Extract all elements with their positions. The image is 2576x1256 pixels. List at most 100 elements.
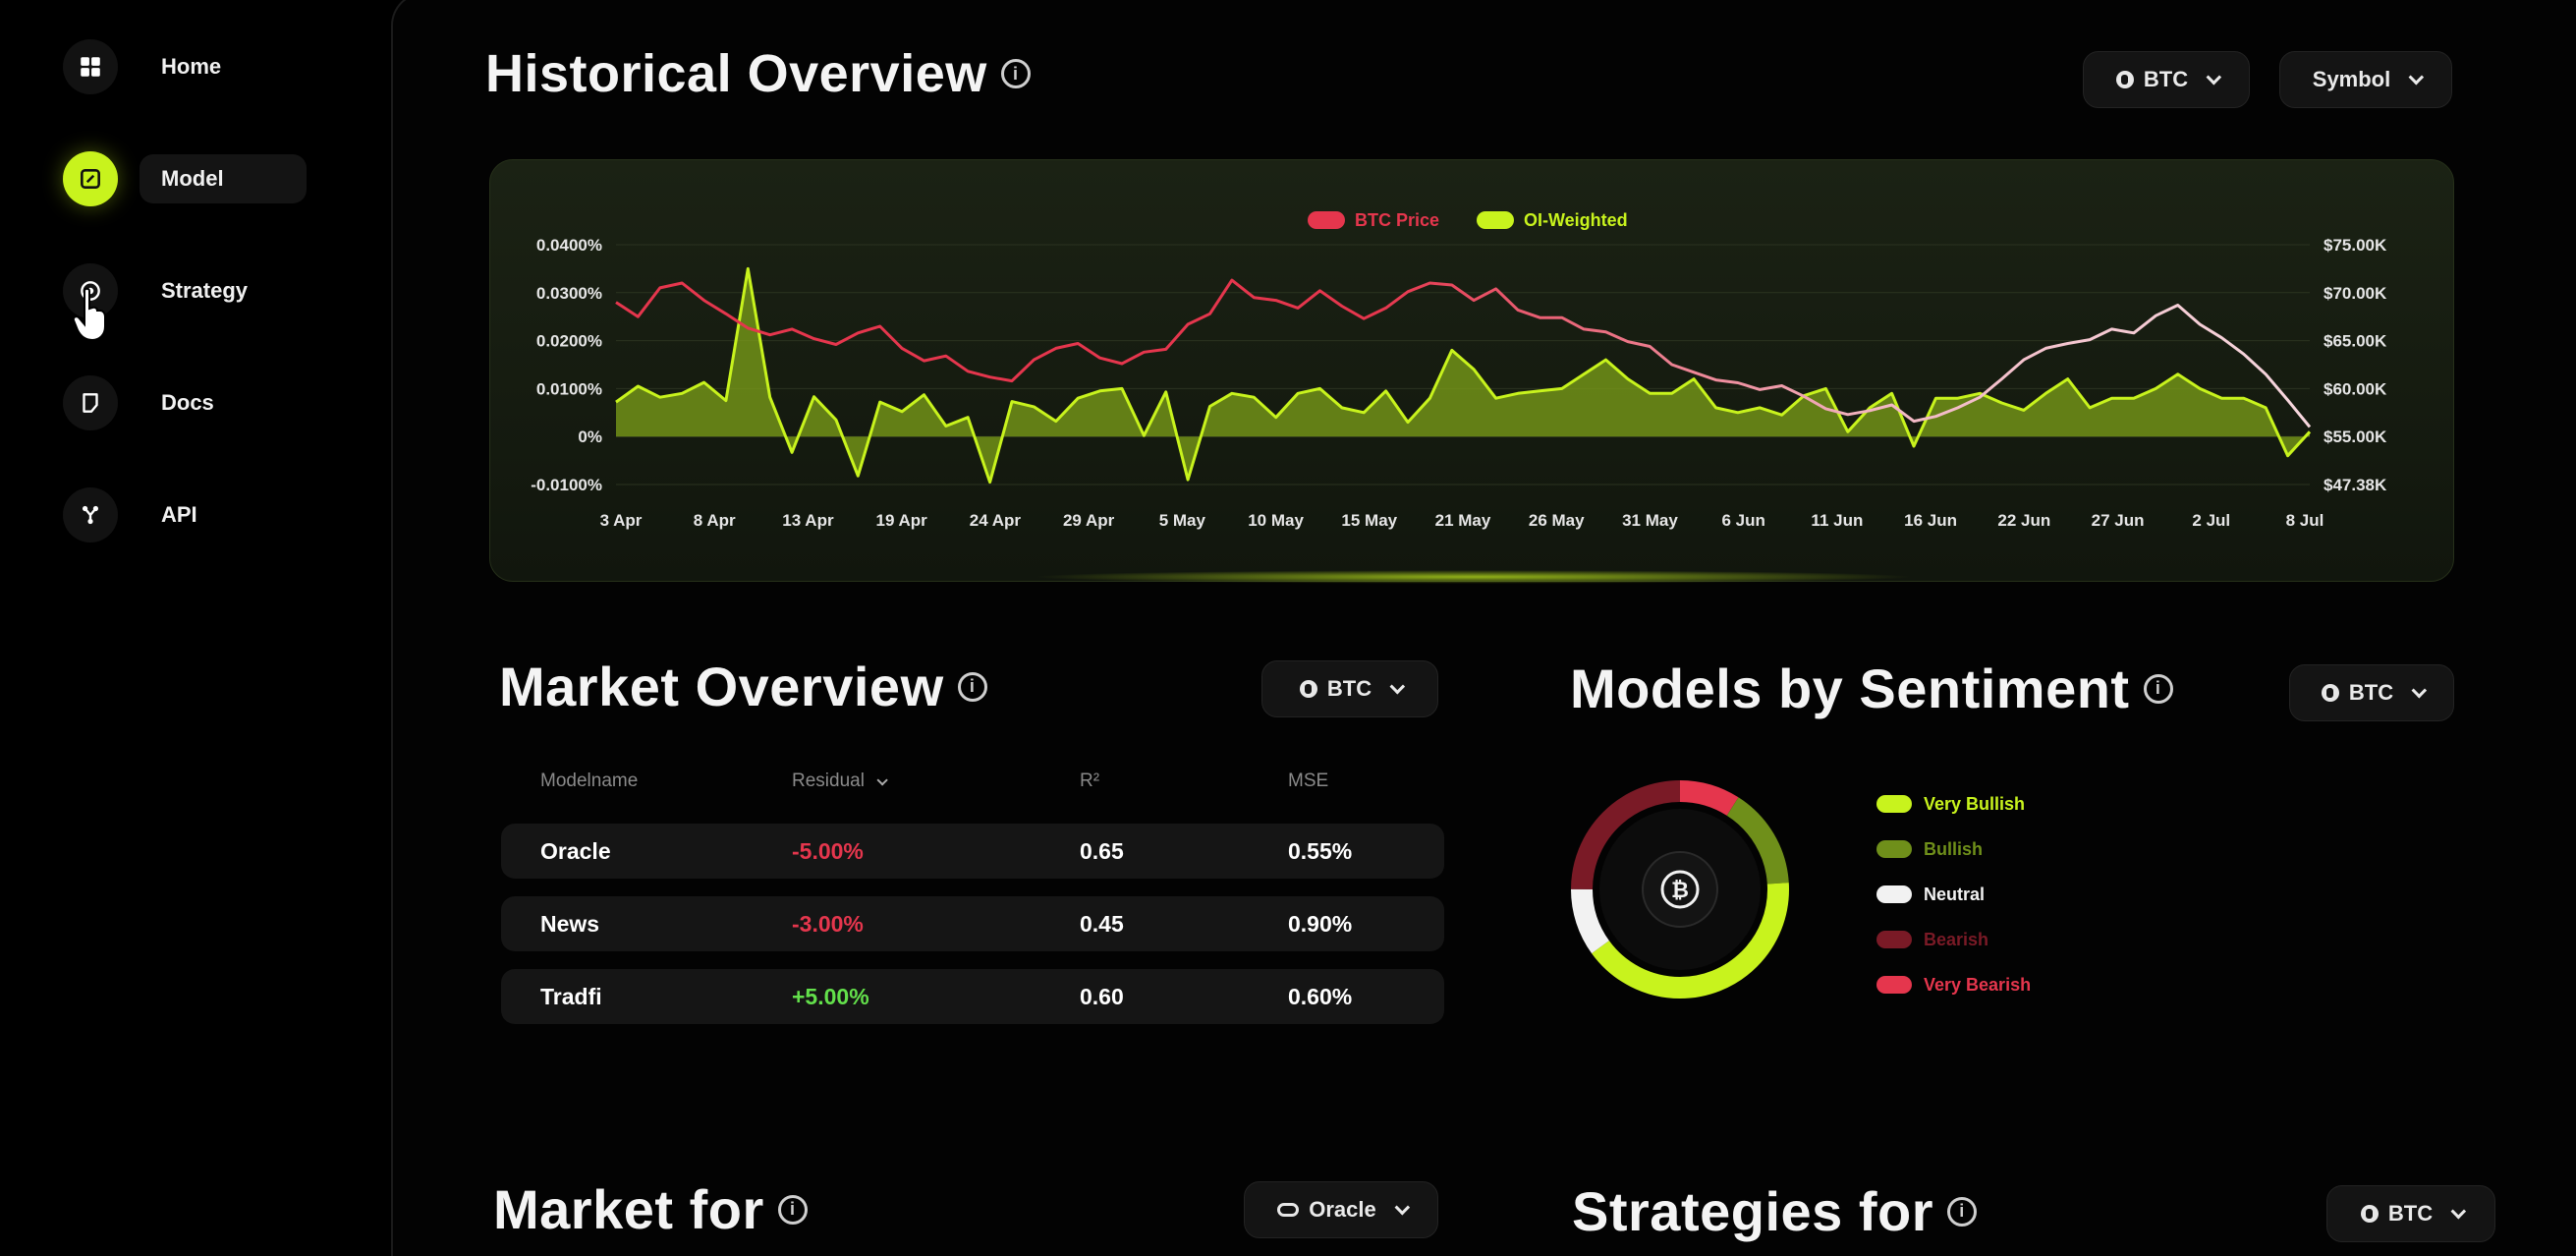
x-tick-label: 22 Jun [1997, 511, 2050, 530]
info-icon[interactable]: i [777, 1194, 808, 1225]
chevron-down-icon [1389, 678, 1406, 694]
legend-label: Bearish [1924, 929, 1989, 949]
legend-label: Neutral [1924, 884, 1986, 904]
dropdown-value: BTC [2348, 680, 2394, 705]
legend-label: Bullish [1924, 838, 1984, 859]
y-left-tick-label: 0.0300% [536, 284, 602, 303]
info-icon[interactable]: i [1000, 59, 1031, 88]
strategies-for-title: Strategies for i [1572, 1179, 1977, 1243]
sidebar: Home Model Strategy Docs API [0, 0, 393, 1256]
info-icon[interactable]: i [2143, 673, 2173, 704]
x-tick-label: 2 Jul [2192, 511, 2230, 530]
section-title-text: Historical Overview [485, 44, 987, 103]
hand-cursor-icon [72, 287, 106, 342]
sidebar-item-docs[interactable]: Docs [63, 373, 214, 432]
y-right-tick-label: $70.00K [2324, 284, 2387, 303]
donut-segment-neutral[interactable] [1571, 780, 1789, 999]
y-left-tick-label: 0% [578, 428, 602, 446]
x-tick-label: 24 Apr [970, 511, 1022, 530]
dropdown-value: Symbol [2312, 67, 2391, 91]
market-overview-title: Market Overview i [499, 655, 987, 718]
sentiment-legend: Very Bullish Bullish Neutral Bearish Very Be… [1876, 781, 2031, 1007]
x-tick-label: 11 Jun [1811, 511, 1863, 530]
symbol-dropdown[interactable]: Symbol [2279, 51, 2452, 108]
legend-label: Very Bearish [1924, 974, 2032, 995]
x-tick-label: 29 Apr [1063, 511, 1115, 530]
column-header-residual[interactable]: Residual [792, 771, 1080, 792]
historical-overview-title: Historical Overview i [485, 43, 1031, 104]
market-for-model-dropdown[interactable]: Oracle [1244, 1181, 1438, 1238]
cell-r2: 0.65 [1080, 837, 1124, 864]
section-title-text: Market for [493, 1178, 764, 1240]
y-left-tick-label: -0.0100% [531, 476, 602, 494]
dropdown-value: BTC [1326, 676, 1372, 701]
column-header-label: Residual [792, 771, 865, 791]
legend-swatch [1876, 795, 1912, 813]
y-right-tick-label: $47.38K [2324, 476, 2387, 494]
x-tick-label: 8 Apr [694, 511, 736, 530]
y-left-tick-label: 0.0100% [536, 379, 602, 398]
cell-mse: 0.90% [1288, 910, 1353, 937]
sentiment-asset-dropdown[interactable]: BTC [2289, 664, 2454, 721]
table-header: Modelname Residual R² MSE [501, 757, 1444, 806]
legend-item[interactable]: Neutral [1876, 872, 2031, 917]
section-title-text: Models by Sentiment [1570, 657, 2130, 719]
column-header-modelname[interactable]: Modelname [540, 771, 639, 791]
legend-label: BTC Price [1355, 210, 1439, 230]
coin-icon [2115, 71, 2134, 88]
chevron-down-icon [2408, 69, 2425, 85]
legend-swatch [1876, 931, 1912, 948]
legend-swatch [1308, 211, 1345, 229]
sidebar-item-label: Model [140, 154, 307, 203]
docs-icon [63, 375, 118, 430]
info-icon[interactable]: i [957, 671, 987, 702]
cell-r2: 0.45 [1080, 910, 1124, 937]
x-tick-label: 8 Jul [2286, 511, 2324, 530]
legend-swatch [1876, 840, 1912, 858]
y-right-tick-label: $65.00K [2324, 332, 2387, 351]
oi-weighted-area [616, 268, 2310, 483]
x-tick-label: 21 May [1435, 511, 1491, 530]
historical-chart[interactable]: 0.0400% 0.0300% 0.0200% 0.0100% 0% -0.0100% $7… [490, 160, 2455, 583]
column-header-mse[interactable]: MSE [1288, 771, 1329, 791]
cell-residual: +5.00% [792, 983, 869, 1009]
legend-item[interactable]: Bullish [1876, 827, 2031, 872]
table-row[interactable]: Tradfi +5.00% 0.60 0.60% [501, 969, 1444, 1024]
coin-icon [1299, 680, 1317, 698]
x-tick-label: 16 Jun [1904, 511, 1957, 530]
chevron-down-icon [2411, 682, 2428, 698]
cell-modelname: Tradfi [540, 983, 602, 1009]
oracle-icon [1277, 1203, 1300, 1217]
sentiment-donut-chart[interactable]: ₿ [1562, 771, 1798, 1007]
legend-item[interactable]: Bearish [1876, 917, 2031, 962]
historical-asset-dropdown[interactable]: BTC [2083, 51, 2250, 108]
sidebar-item-model[interactable]: Model [63, 149, 307, 208]
donut-segment-very-bearish[interactable] [1571, 780, 1789, 999]
sidebar-item-home[interactable]: Home [63, 37, 221, 96]
legend-item[interactable]: Very Bullish [1876, 781, 2031, 827]
x-tick-label: 26 May [1529, 511, 1585, 530]
chevron-down-icon [2206, 69, 2222, 85]
y-right-tick-label: $75.00K [2324, 236, 2387, 255]
dropdown-value: BTC [2387, 1201, 2434, 1226]
strategies-asset-dropdown[interactable]: BTC [2326, 1185, 2495, 1242]
x-tick-label: 3 Apr [600, 511, 643, 530]
x-tick-label: 10 May [1248, 511, 1304, 530]
column-header-r2[interactable]: R² [1080, 771, 1100, 791]
info-icon[interactable]: i [1947, 1196, 1977, 1227]
cell-r2: 0.60 [1080, 983, 1124, 1009]
cell-modelname: Oracle [540, 837, 611, 864]
table-row[interactable]: News -3.00% 0.45 0.90% [501, 896, 1444, 951]
legend-item[interactable]: Very Bearish [1876, 962, 2031, 1007]
btc-price-line [615, 278, 2312, 428]
sidebar-item-api[interactable]: API [63, 485, 197, 544]
market-for-title: Market for i [493, 1177, 808, 1241]
cell-modelname: News [540, 910, 600, 937]
table-row[interactable]: Oracle -5.00% 0.65 0.55% [501, 824, 1444, 879]
legend-swatch [1876, 885, 1912, 903]
x-tick-label: 13 Apr [782, 511, 834, 530]
section-title-text: Strategies for [1572, 1180, 1933, 1242]
donut-segment-very-bullish[interactable] [1571, 780, 1789, 999]
market-overview-asset-dropdown[interactable]: BTC [1261, 660, 1438, 717]
bitcoin-icon [1660, 870, 1700, 909]
